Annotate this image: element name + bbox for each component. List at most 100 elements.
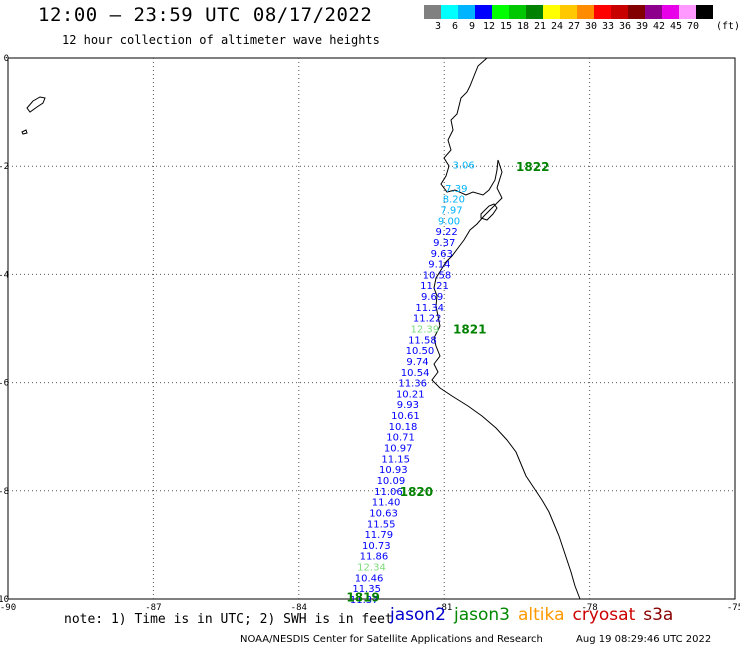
lat-tick-label: -8 — [0, 487, 9, 497]
wave-height-label: 11.06 — [374, 487, 403, 498]
wave-height-label: 9.74 — [406, 357, 428, 368]
legend-swatch — [509, 5, 526, 19]
galapagos-island — [26, 96, 46, 113]
legend-swatch — [526, 5, 543, 19]
legend-swatch — [645, 5, 662, 19]
galapagos-islet — [21, 129, 28, 135]
legend-swatch — [696, 5, 713, 19]
map-frame — [7, 57, 736, 600]
time-labels: 1822 1821 1820 1819 — [346, 160, 549, 604]
wave-height-label: 10.46 — [355, 573, 384, 584]
legend-label: 30 — [585, 21, 598, 32]
wave-height-label: 3.06 — [452, 161, 474, 172]
legend-swatch — [611, 5, 628, 19]
legend-swatch — [475, 5, 492, 19]
lat-tick-label: -4 — [0, 270, 9, 280]
satellite-legend: jason2 jason3 altika cryosat s3a — [390, 605, 681, 625]
wave-height-label: 11.37 — [350, 595, 379, 606]
wave-height-label: 9.93 — [397, 400, 419, 411]
wave-height-label: 9.63 — [431, 249, 453, 260]
time-label: 1821 — [453, 323, 486, 337]
legend-swatch — [441, 5, 458, 19]
legend-label: 21 — [534, 21, 547, 32]
wave-height-label: 10.63 — [369, 508, 398, 519]
wave-height-label: 10.97 — [384, 444, 413, 455]
legend-swatch — [458, 5, 475, 19]
legend-label: 18 — [517, 21, 530, 32]
legend-label: 45 — [670, 21, 683, 32]
lat-tick-label: -6 — [0, 379, 9, 389]
wave-height-label: 12.34 — [357, 563, 386, 574]
wave-height-label: 10.18 — [389, 422, 418, 433]
legend-unit: (ft) — [716, 21, 740, 32]
legend-swatch — [424, 5, 441, 19]
gulf-island — [480, 203, 498, 221]
legend-label: 33 — [602, 21, 615, 32]
legend-swatch — [594, 5, 611, 19]
coastline — [431, 57, 581, 600]
legend-label: 15 — [500, 21, 513, 32]
lon-tick-label: -78 — [581, 603, 597, 613]
wave-height-label: 11.35 — [352, 584, 381, 595]
legend-label: 39 — [636, 21, 649, 32]
time-label: 1822 — [516, 160, 549, 174]
wave-height-label: 12.39 — [410, 325, 439, 336]
legend-label: 9 — [469, 21, 476, 32]
wave-height-label: 9.14 — [428, 260, 450, 271]
legend-swatches — [424, 5, 713, 19]
wave-height-label: 11.36 — [398, 379, 427, 390]
legend-label: 24 — [551, 21, 564, 32]
wave-height-label: 9.22 — [435, 227, 457, 238]
satellite-legend-item: jason2 — [390, 605, 446, 625]
wave-height-label: 11.34 — [415, 303, 444, 314]
wave-height-points: 3.067.398.207.979.009.229.379.639.1410.5… — [350, 161, 475, 606]
wave-height-label: 11.58 — [408, 335, 437, 346]
wave-height-label: 10.73 — [362, 541, 391, 552]
axis-ticks: -90 -87 -84 -81 -78 -75 0 -2 -4 -6 -8 -10 — [0, 54, 740, 613]
wave-height-label: 9.00 — [438, 216, 460, 227]
legend-swatch — [492, 5, 509, 19]
wave-height-label: 10.21 — [396, 389, 425, 400]
legend-labels: 3 6 9 12 15 18 21 24 27 30 33 36 39 42 45 70 — [424, 21, 740, 35]
wave-height-label: 8.20 — [443, 195, 465, 206]
lon-tick-label: -84 — [291, 603, 307, 613]
lon-tick-label: -81 — [436, 603, 452, 613]
wave-height-label: 10.50 — [406, 346, 435, 357]
footer-timestamp: Aug 19 08:29:46 UTC 2022 — [576, 634, 712, 645]
time-label: 1819 — [346, 590, 379, 604]
legend-swatch — [577, 5, 594, 19]
wave-height-label: 11.55 — [367, 519, 396, 530]
lon-tick-label: -75 — [727, 603, 740, 613]
note-text: note: 1) Time is in UTC; 2) SWH is in fe… — [64, 612, 393, 627]
wave-height-label: 11.22 — [413, 314, 442, 325]
lat-tick-label: -10 — [0, 595, 9, 605]
satellite-legend-item: altika — [518, 605, 565, 625]
wave-height-label: 10.58 — [423, 270, 452, 281]
satellite-legend-item: jason3 — [454, 605, 510, 625]
wave-height-label: 10.93 — [379, 465, 408, 476]
lon-tick-label: -90 — [0, 603, 16, 613]
wave-height-label: 10.54 — [401, 368, 430, 379]
legend-swatch — [662, 5, 679, 19]
lat-tick-label: -2 — [0, 162, 9, 172]
legend-swatch — [560, 5, 577, 19]
legend-label: 42 — [653, 21, 666, 32]
footer-agency: NOAA/NESDIS Center for Satellite Applica… — [240, 634, 543, 645]
wave-height-label: 11.21 — [420, 281, 449, 292]
lon-tick-label: -87 — [145, 603, 161, 613]
wave-height-label: 11.86 — [360, 552, 389, 563]
time-label: 1820 — [400, 485, 433, 499]
lat-tick-label: 0 — [4, 54, 9, 64]
legend-swatch — [543, 5, 560, 19]
legend-label: 6 — [452, 21, 459, 32]
satellite-legend-item: cryosat — [572, 605, 636, 625]
wave-height-label: 7.39 — [445, 184, 467, 195]
wave-height-label: 9.37 — [433, 238, 455, 249]
wave-height-label: 11.79 — [364, 530, 393, 541]
legend-label: 3 — [435, 21, 442, 32]
satellite-legend-item: s3a — [643, 605, 674, 625]
wave-height-label: 9.69 — [421, 292, 443, 303]
footer: NOAA/NESDIS Center for Satellite Applica… — [240, 634, 740, 645]
color-legend: 3 6 9 12 15 18 21 24 27 30 33 36 39 42 45 70 (ft) — [424, 5, 740, 32]
